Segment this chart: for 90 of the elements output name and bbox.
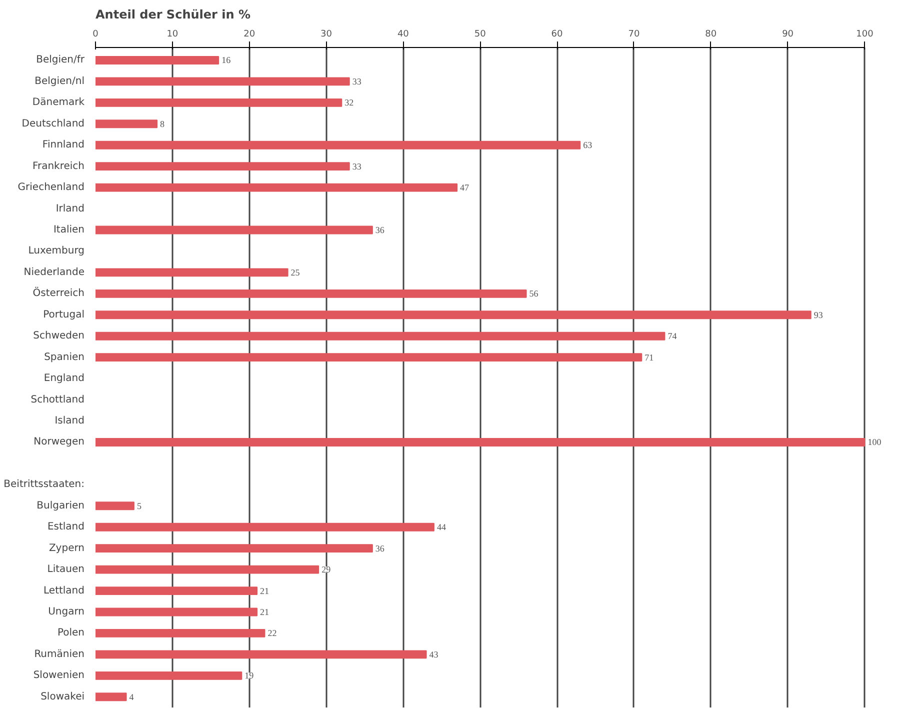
y-tick-label: England bbox=[44, 373, 85, 384]
bar bbox=[96, 140, 581, 150]
bar bbox=[96, 565, 320, 574]
y-tick-label: Estland bbox=[47, 522, 85, 533]
bar bbox=[96, 544, 373, 553]
data-label: 33 bbox=[352, 76, 362, 86]
bar bbox=[96, 289, 527, 298]
bar bbox=[96, 332, 666, 340]
x-tick-label: 10 bbox=[166, 30, 178, 40]
data-label: 47 bbox=[460, 182, 470, 193]
x-tick-label: 40 bbox=[397, 30, 410, 40]
bar bbox=[96, 183, 458, 192]
data-label: 32 bbox=[344, 98, 354, 108]
bar bbox=[96, 268, 288, 277]
x-tick-label: 90 bbox=[782, 30, 794, 40]
data-label: 21 bbox=[260, 607, 270, 617]
y-tick-label: Bulgarien bbox=[36, 500, 85, 512]
y-tick-label: Rumänien bbox=[34, 648, 84, 660]
y-tick-label: Norwegen bbox=[34, 436, 85, 448]
data-label: 19 bbox=[244, 670, 254, 681]
y-tick-label: Finnland bbox=[42, 140, 85, 151]
y-tick-label: Lettland bbox=[44, 585, 85, 596]
data-label: 33 bbox=[352, 161, 362, 172]
data-label: 36 bbox=[375, 225, 385, 236]
bar bbox=[96, 56, 220, 64]
y-tick-label: Zypern bbox=[48, 542, 85, 554]
bar bbox=[96, 522, 434, 532]
data-label: 25 bbox=[290, 267, 300, 278]
data-label: 29 bbox=[322, 564, 332, 575]
x-tick-label: 60 bbox=[551, 30, 564, 40]
y-tick-label: Griechenland bbox=[18, 182, 85, 194]
y-tick-label: Italien bbox=[53, 224, 84, 236]
data-label: 44 bbox=[436, 522, 446, 532]
y-tick-label: Belgien/nl bbox=[34, 76, 85, 87]
y-tick-label: Niederlande bbox=[24, 266, 85, 278]
y-tick-label: Österreich bbox=[32, 286, 84, 300]
y-tick-label: Belgien/fr bbox=[36, 54, 86, 66]
bar bbox=[96, 98, 342, 107]
y-tick-label: Schottland bbox=[30, 394, 85, 406]
y-tick-label: Irland bbox=[56, 203, 85, 214]
x-tick-label: 100 bbox=[856, 30, 874, 40]
data-label: 22 bbox=[268, 628, 277, 638]
data-label: 63 bbox=[583, 140, 593, 150]
data-label: 100 bbox=[868, 437, 882, 448]
data-label: 36 bbox=[375, 543, 385, 554]
bar bbox=[96, 353, 642, 362]
y-tick-label: Ungarn bbox=[48, 606, 84, 618]
bar bbox=[96, 226, 373, 234]
y-tick-label: Dänemark bbox=[32, 97, 85, 108]
chart-title: Anteil der Schüler in % bbox=[96, 8, 250, 22]
data-label: 93 bbox=[814, 310, 824, 320]
data-label: 71 bbox=[644, 352, 654, 362]
bar bbox=[96, 586, 258, 595]
y-tick-label: Spanien bbox=[44, 352, 85, 363]
data-label: 43 bbox=[429, 649, 439, 660]
y-tick-label: Luxemburg bbox=[28, 246, 85, 257]
y-tick-label: Slowenien bbox=[33, 670, 85, 682]
bar bbox=[96, 310, 812, 320]
y-tick-label: Schweden bbox=[33, 330, 85, 342]
bar bbox=[96, 671, 242, 680]
x-tick-label: 80 bbox=[705, 30, 717, 40]
data-label: 4 bbox=[129, 692, 134, 702]
x-tick-label: 70 bbox=[628, 30, 640, 40]
bar bbox=[96, 77, 350, 86]
data-label: 16 bbox=[222, 55, 232, 66]
y-tick-label: Polen bbox=[57, 628, 84, 639]
bar bbox=[96, 120, 158, 128]
bar bbox=[96, 608, 258, 616]
y-tick-label: Slowakei bbox=[40, 691, 85, 702]
data-label: 21 bbox=[260, 586, 270, 596]
data-label: 5 bbox=[136, 500, 142, 511]
y-tick-label: Portugal bbox=[43, 309, 85, 320]
data-label: 56 bbox=[529, 288, 539, 299]
bar bbox=[96, 438, 866, 446]
bar bbox=[96, 502, 134, 510]
y-tick-label: Litauen bbox=[47, 564, 85, 576]
bar bbox=[96, 162, 350, 171]
bar bbox=[96, 692, 127, 702]
bar bbox=[96, 650, 427, 659]
x-tick-label: 0 bbox=[92, 30, 99, 40]
text: Beitrittsstaaten: bbox=[4, 479, 85, 490]
bar bbox=[96, 629, 266, 638]
y-tick-label: Frankreich bbox=[32, 160, 85, 172]
y-tick-label: Island bbox=[54, 416, 85, 427]
data-label: 74 bbox=[668, 331, 678, 342]
x-tick-label: 50 bbox=[474, 30, 486, 40]
data-label: 8 bbox=[160, 118, 166, 129]
x-tick-label: 20 bbox=[244, 30, 256, 40]
y-tick-label: Deutschland bbox=[22, 118, 84, 130]
x-tick-label: 30 bbox=[320, 30, 332, 40]
